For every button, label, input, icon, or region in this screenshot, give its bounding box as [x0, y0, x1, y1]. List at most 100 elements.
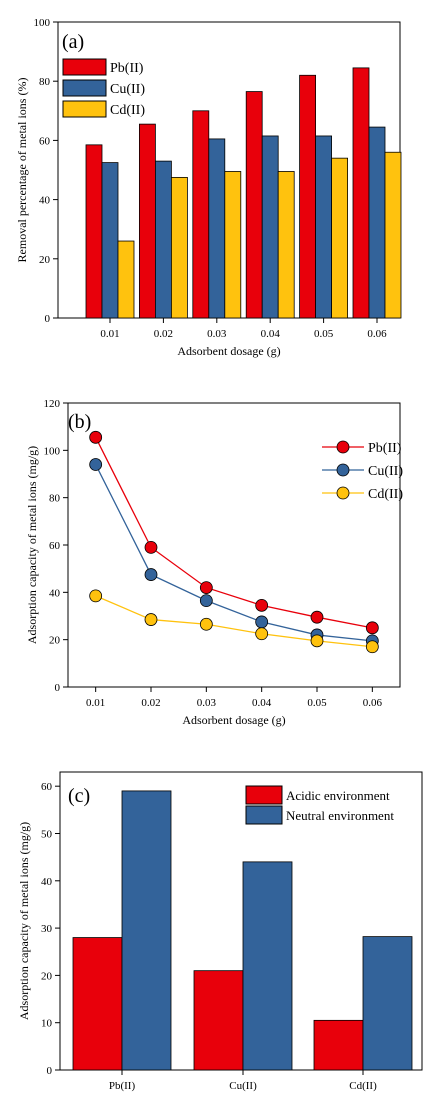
- y-tick-label: 120: [44, 398, 61, 410]
- y-tick-label: 60: [39, 135, 51, 147]
- x-tick-label: 0.01: [100, 328, 119, 340]
- y-tick-label: 40: [39, 195, 51, 207]
- bar: [299, 74, 317, 319]
- series-line: [95, 464, 373, 642]
- legend-label-acidic: Acidic environment: [286, 788, 390, 803]
- x-tick-label: 0.01: [86, 697, 105, 709]
- y-tick-label: 60: [41, 781, 53, 793]
- data-point: [144, 613, 158, 626]
- chart-b: (b) Adsorption capacity of metal ions (m…: [25, 398, 403, 727]
- bar: [138, 123, 156, 319]
- bar: [331, 157, 349, 319]
- legend-label-neutral: Neutral environment: [286, 808, 394, 823]
- chart-a-legend: Pb(II) Cu(II) Cd(II): [62, 58, 145, 118]
- legend-swatch-cd: [62, 100, 107, 118]
- y-tick-label: 100: [34, 17, 51, 29]
- data-point: [89, 589, 103, 603]
- chart-c-yaxis: 0 10 20 30 40 50 60: [41, 781, 60, 1077]
- bar: [242, 861, 293, 1071]
- x-tick-label: Pb(II): [109, 1080, 136, 1092]
- y-tick-label: 0: [55, 682, 61, 694]
- legend-marker-pb: [336, 440, 350, 454]
- data-point: [89, 430, 103, 444]
- bar: [121, 790, 172, 1071]
- y-tick-label: 40: [41, 876, 53, 888]
- bar: [362, 936, 413, 1071]
- chart-a-yaxis: 0 20 40 60 80 100: [34, 17, 58, 325]
- chart-b-lines: [89, 430, 379, 654]
- bar: [261, 135, 279, 319]
- bar: [277, 171, 295, 319]
- y-tick-label: 80: [39, 76, 51, 88]
- x-tick-label: 0.06: [367, 328, 387, 340]
- legend-label-cu-b: Cu(II): [368, 464, 403, 479]
- data-point: [365, 621, 379, 635]
- x-tick-label: 0.03: [207, 328, 227, 340]
- y-tick-label: 20: [41, 970, 53, 982]
- legend-swatch-pb: [62, 58, 107, 76]
- x-tick-label: 0.06: [363, 697, 383, 709]
- chart-c-xaxis: Pb(II) Cu(II) Cd(II): [109, 1070, 377, 1092]
- bar: [208, 138, 226, 319]
- legend-marker-cu: [336, 463, 350, 477]
- chart-b-xaxis: 0.01 0.02 0.03 0.04 0.05 0.06: [86, 687, 382, 709]
- legend-label-cu: Cu(II): [110, 82, 145, 97]
- bar: [193, 970, 244, 1071]
- bar: [368, 126, 386, 319]
- y-tick-label: 60: [49, 540, 61, 552]
- legend-swatch-neutral: [245, 805, 283, 825]
- bar: [72, 937, 123, 1071]
- bar: [154, 160, 172, 319]
- x-tick-label: 0.04: [252, 697, 272, 709]
- chart-c-panel-label: (c): [68, 785, 90, 807]
- chart-c-bars: [72, 790, 413, 1071]
- y-tick-label: 40: [49, 587, 61, 599]
- chart-a-panel-label: (a): [62, 31, 84, 53]
- series-line: [95, 437, 373, 629]
- bar: [313, 1019, 364, 1071]
- chart-a: (a) Removal percentage of metal ions (%)…: [15, 17, 402, 358]
- chart-b-legend: Pb(II) Cu(II) Cd(II): [322, 440, 403, 502]
- legend-marker-cd: [336, 486, 350, 500]
- data-point: [310, 610, 324, 624]
- x-tick-label: 0.02: [141, 697, 160, 709]
- bar: [192, 110, 210, 319]
- legend-swatch-cu: [62, 79, 107, 97]
- legend-label-pb: Pb(II): [110, 61, 144, 76]
- bar: [224, 171, 242, 319]
- legend-label-cd: Cd(II): [110, 103, 145, 118]
- x-tick-label: Cu(II): [229, 1080, 257, 1092]
- chart-a-ylabel: Removal percentage of metal ions (%): [15, 78, 29, 263]
- series-line: [95, 595, 373, 648]
- chart-b-xlabel: Adsorbent dosage (g): [182, 713, 285, 727]
- bar: [170, 176, 188, 319]
- y-tick-label: 80: [49, 493, 61, 505]
- data-point: [199, 581, 213, 594]
- chart-a-xlabel: Adsorbent dosage (g): [177, 344, 280, 358]
- y-tick-label: 20: [39, 254, 51, 266]
- data-point: [199, 594, 213, 608]
- legend-label-pb-b: Pb(II): [368, 441, 402, 456]
- data-point: [255, 615, 269, 629]
- legend-label-cd-b: Cd(II): [368, 487, 403, 502]
- chart-c-legend: Acidic environment Neutral environment: [245, 785, 394, 825]
- data-point: [89, 458, 103, 471]
- x-tick-label: 0.05: [314, 328, 334, 340]
- bar: [315, 135, 333, 319]
- x-tick-label: 0.03: [197, 697, 217, 709]
- legend-swatch-acidic: [245, 785, 283, 805]
- bar: [245, 91, 263, 319]
- x-tick-label: Cd(II): [349, 1080, 377, 1092]
- data-point: [310, 634, 324, 648]
- x-tick-label: 0.02: [154, 328, 173, 340]
- chart-b-ylabel: Adsorption capacity of metal ions (mg/g): [25, 446, 39, 644]
- y-tick-label: 30: [41, 923, 53, 935]
- data-point: [144, 568, 158, 581]
- data-point: [365, 640, 379, 654]
- bar: [85, 144, 103, 319]
- data-point: [144, 540, 158, 554]
- chart-b-yaxis: 0 20 40 60 80 100 120: [44, 398, 68, 694]
- bar: [352, 67, 370, 319]
- y-tick-label: 100: [44, 445, 61, 457]
